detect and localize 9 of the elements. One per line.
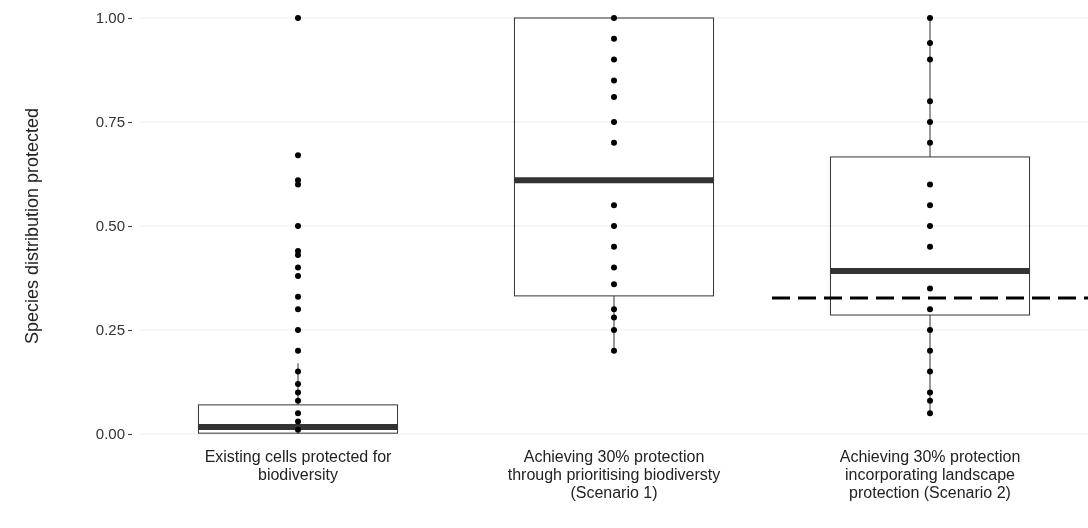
y-tick-label: 0.50 [95,217,125,235]
y-tick-label: 0.75 [95,113,125,131]
y-tick-label: 0.00 [95,425,125,443]
x-tick-label: Existing cells protected for biodiversity [204,448,393,483]
y-tick-label: 1.00 [95,9,125,27]
y-tick-label: 0.25 [95,321,125,339]
y-axis-title: Species distribution protected [22,107,42,345]
x-tick-label: Achieving 30% protection through prioritising biodiversty (Scenario 1) [507,448,721,501]
x-tick-label: Achieving 30% protection incorporating landscape protection (Scenario 2) [839,448,1021,501]
